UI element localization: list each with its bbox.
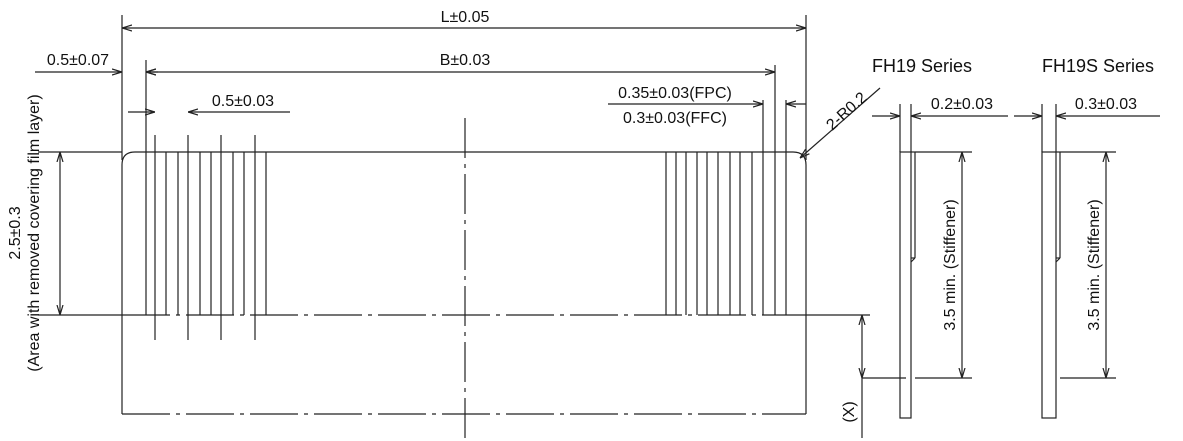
label-corner-radius: 2-R0.2 — [823, 89, 870, 134]
right-conductors — [666, 65, 786, 315]
fh19s-stiffener-label: 3.5 min. (Stiffener) — [1086, 199, 1103, 330]
fh19-stiffener-label: 3.5 min. (Stiffener) — [942, 199, 959, 330]
label-contact-span: B±0.03 — [440, 52, 491, 69]
label-pitch: 0.5±0.03 — [212, 93, 274, 110]
label-exposed-area-value: 2.5±0.3 — [7, 206, 24, 259]
dimension-edge-offset — [35, 60, 158, 152]
fh19-side-view — [872, 104, 1008, 418]
label-edge-offset: 0.5±0.07 — [47, 52, 109, 69]
fh19s-thickness-label: 0.3±0.03 — [1075, 96, 1137, 113]
left-conductors — [146, 135, 266, 340]
dimension-exposed-area — [38, 152, 122, 315]
label-x-marker: (X) — [841, 401, 858, 422]
label-overall-length: L±0.05 — [441, 9, 490, 26]
fh19-series-title: FH19 Series — [872, 56, 972, 76]
fh19-thickness-label: 0.2±0.03 — [931, 96, 993, 113]
label-exposed-area-note: (Area with removed covering film layer) — [26, 94, 43, 371]
fh19s-series-title: FH19S Series — [1042, 56, 1154, 76]
label-conductor-width-ffc: 0.3±0.03(FFC) — [623, 110, 727, 127]
fpc-outline — [122, 152, 806, 414]
label-conductor-width-fpc: 0.35±0.03(FPC) — [618, 85, 732, 102]
